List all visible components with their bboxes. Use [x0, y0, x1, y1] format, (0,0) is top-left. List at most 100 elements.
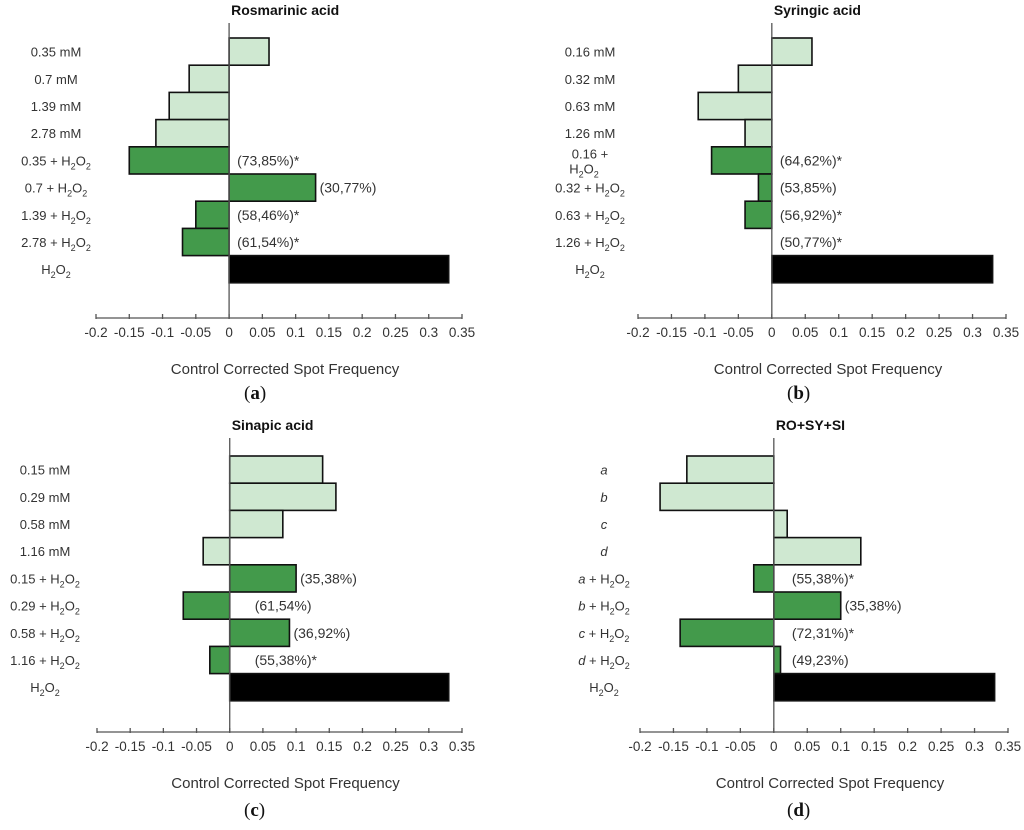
x-tick-label: 0.25 — [928, 739, 954, 754]
x-tick-label: 0.35 — [995, 739, 1021, 754]
annotation-label: (56,92%)* — [780, 207, 843, 223]
annotation-label: (55,38%)* — [255, 652, 318, 668]
x-tick-label: 0.1 — [831, 739, 850, 754]
category-label: 0.63 mM — [565, 99, 616, 114]
category-label: b + H2O2 — [578, 599, 630, 617]
bar-light-2 — [773, 509, 788, 539]
x-tick-label: -0.1 — [695, 739, 718, 754]
x-tick-label: -0.2 — [626, 325, 649, 340]
category-label: 0.7 mM — [34, 72, 77, 87]
x-tick-label: 0.05 — [792, 325, 818, 340]
chart-title: Rosmarinic acid — [231, 2, 339, 18]
bar-dark-5 — [773, 591, 842, 621]
category-label: 1.16 mM — [20, 544, 71, 559]
category-label: a + H2O2 — [578, 571, 630, 589]
bar-dark-4 — [710, 146, 773, 175]
chart-syringic-acid: Syringic acid 0.16 mM 0.32 mM 0.63 mM 1.26 m… — [555, 2, 1019, 378]
bar-light-2 — [168, 91, 230, 121]
category-label: 0.32 + H2O2 — [555, 181, 625, 199]
bar-dark-5 — [182, 591, 231, 621]
x-tick-label: 0.3 — [963, 325, 982, 340]
annotation-label: (35,38%) — [845, 598, 902, 614]
panel-a: Rosmarinic acid 0.35 mM 0.7 mM 1.39 mM 2.78 … — [0, 0, 512, 415]
x-tick-label: 0.2 — [353, 739, 372, 754]
category-label: c + H2O2 — [579, 626, 630, 644]
annotation-label: (50,77%)* — [780, 234, 843, 250]
x-axis-label: Control Corrected Spot Frequency — [171, 775, 400, 792]
x-tick-label: 0.2 — [353, 325, 372, 340]
category-label: 0.35 + H2O2 — [21, 153, 91, 171]
x-tick-label: 0.05 — [794, 739, 820, 754]
bar-dark-6 — [679, 618, 775, 648]
bar-light-0 — [228, 37, 270, 67]
x-tick-label: 0.05 — [250, 739, 276, 754]
category-label: 0.35 mM — [31, 45, 82, 60]
panel-c: Sinapic acid 0.15 mM 0.29 mM 0.58 mM 1.16 mM… — [0, 417, 512, 830]
bar-dark-7 — [773, 645, 782, 675]
x-tick-label: 0.3 — [419, 325, 438, 340]
x-tick-label: 0.1 — [829, 325, 848, 340]
category-label: b — [600, 490, 607, 505]
category-label: 0.63 + H2O2 — [555, 208, 625, 226]
x-tick-label: 0 — [768, 325, 776, 340]
caption-c: (c) — [244, 800, 266, 821]
x-axis-label: Control Corrected Spot Frequency — [716, 775, 945, 792]
x-tick-label: 0.35 — [449, 739, 475, 754]
bar-dark-4 — [128, 146, 230, 175]
x-tick-label: 0.2 — [896, 325, 915, 340]
x-tick-label: 0.15 — [316, 325, 342, 340]
bar-light-1 — [188, 64, 230, 94]
bar-dark-4 — [228, 564, 297, 593]
x-tick-label: -0.1 — [151, 325, 174, 340]
category-label: 0.32 mM — [565, 72, 616, 87]
bar-light-0 — [228, 455, 324, 485]
category-label: 0.16 mM — [565, 45, 616, 60]
annotation-label: (61,54%)* — [237, 234, 300, 250]
bar-light-2 — [228, 509, 284, 539]
annotation-label: (36,92%) — [293, 625, 350, 641]
bar-control-8 — [771, 254, 994, 284]
bar-dark-6 — [228, 618, 291, 648]
category-label: H2O2 — [589, 680, 619, 698]
x-tick-label: 0 — [225, 325, 233, 340]
bar-light-2 — [697, 91, 773, 121]
category-label: 0.16 + — [572, 146, 609, 161]
annotation-label: (73,85%)* — [237, 152, 300, 168]
x-tick-label: -0.05 — [723, 325, 754, 340]
category-label: c — [601, 517, 608, 532]
category-label: 1.39 + H2O2 — [21, 208, 91, 226]
x-tick-label: -0.15 — [114, 325, 145, 340]
annotation-label: (30,77%) — [320, 180, 377, 196]
annotation-label: (35,38%) — [300, 570, 357, 586]
category-label: 0.29 + H2O2 — [10, 599, 80, 617]
bar-dark-6 — [744, 200, 773, 230]
chart-sinapic-acid: Sinapic acid 0.15 mM 0.29 mM 0.58 mM 1.16 mM… — [10, 417, 475, 792]
x-tick-label: 0.3 — [419, 739, 438, 754]
x-tick-label: 0.15 — [316, 739, 342, 754]
chart-rosmarinic-acid: Rosmarinic acid 0.35 mM 0.7 mM 1.39 mM 2.78 … — [21, 2, 475, 378]
category-label: H2O2 — [30, 680, 60, 698]
category-label: 0.58 mM — [20, 517, 71, 532]
chart-title: RO+SY+SI — [776, 417, 845, 433]
chart-title: Sinapic acid — [232, 417, 314, 433]
bar-dark-5 — [228, 173, 317, 203]
bar-dark-5 — [757, 173, 773, 203]
x-tick-label: -0.05 — [180, 325, 211, 340]
x-tick-label: -0.15 — [656, 325, 687, 340]
category-label: a — [600, 463, 607, 478]
x-tick-label: -0.1 — [693, 325, 716, 340]
bar-light-1 — [659, 482, 775, 512]
x-tick-label: 0.25 — [382, 325, 408, 340]
x-tick-label: -0.15 — [115, 739, 146, 754]
bar-light-1 — [737, 64, 773, 94]
annotation-label: (49,23%) — [792, 652, 849, 668]
x-tick-label: -0.2 — [628, 739, 651, 754]
category-label: 0.29 mM — [20, 490, 71, 505]
category-label: d — [600, 544, 608, 559]
x-axis-label: Control Corrected Spot Frequency — [714, 361, 943, 378]
x-tick-label: -0.1 — [152, 739, 175, 754]
x-tick-label: -0.05 — [725, 739, 756, 754]
category-label: H2O2 — [41, 262, 71, 280]
annotation-label: (64,62%)* — [780, 152, 843, 168]
bar-dark-7 — [181, 227, 230, 257]
